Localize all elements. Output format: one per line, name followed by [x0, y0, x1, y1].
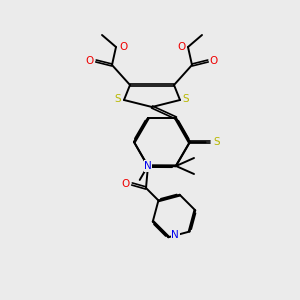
Text: N: N	[144, 161, 152, 171]
Text: S: S	[183, 94, 189, 104]
Text: N: N	[171, 230, 179, 240]
Text: O: O	[119, 42, 127, 52]
Text: S: S	[115, 94, 121, 104]
Text: S: S	[214, 137, 220, 147]
Text: O: O	[210, 56, 218, 66]
Text: O: O	[121, 179, 129, 189]
Text: O: O	[86, 56, 94, 66]
Text: O: O	[177, 42, 185, 52]
